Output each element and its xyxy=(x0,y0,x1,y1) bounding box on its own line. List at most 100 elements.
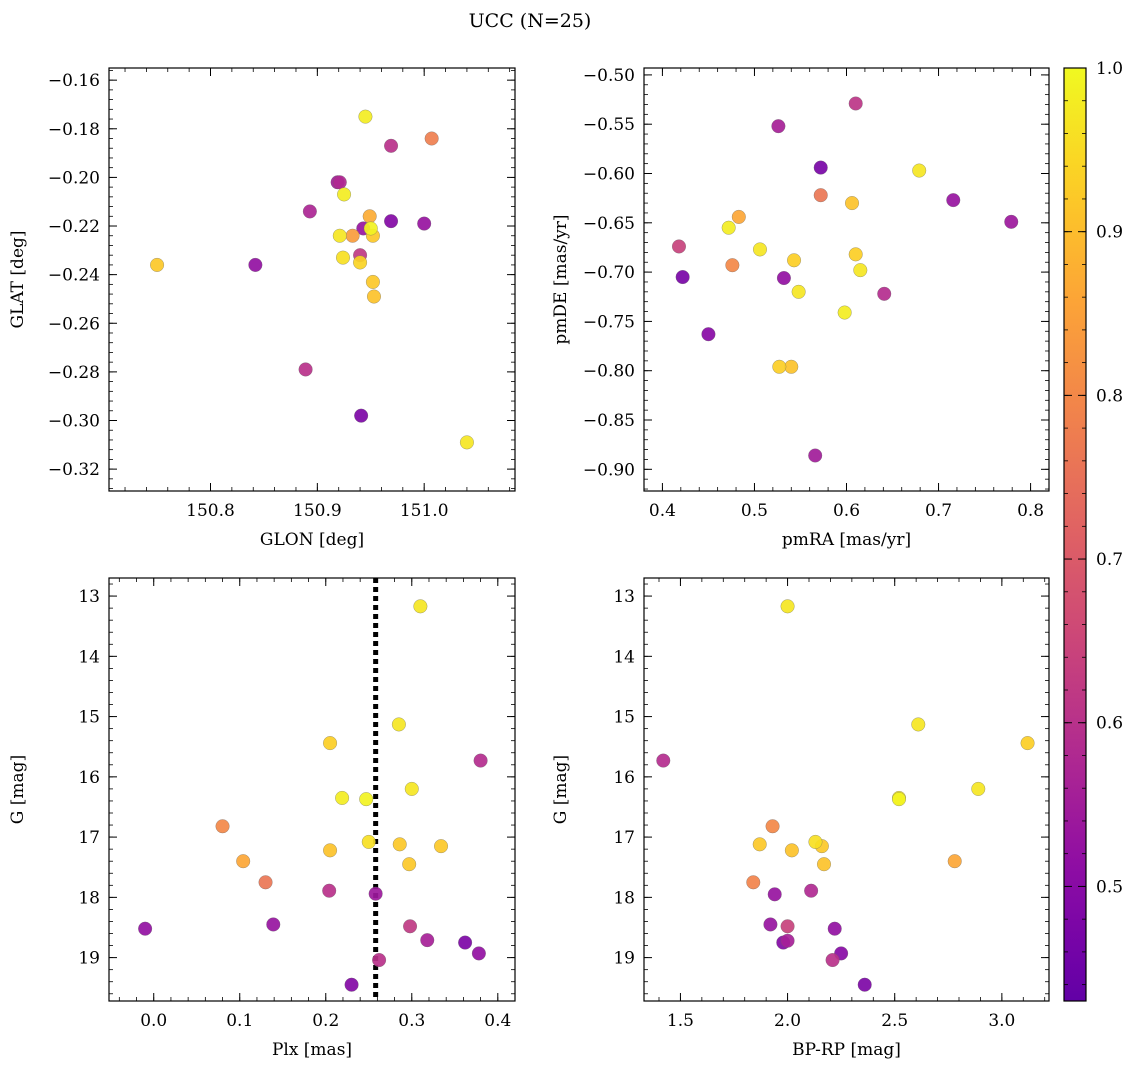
panel-4: 1.5 2.0 2.5 3.0 13 14 15 16 17 18 19 BP-RP [mag] G [… xyxy=(551,577,1050,1060)
scatter-point xyxy=(808,834,823,849)
x-tick-label: 151.0 xyxy=(400,501,449,521)
y-tick-label: 19 xyxy=(78,949,100,969)
scatter-point xyxy=(332,175,347,190)
scatter-point xyxy=(675,269,690,285)
scatter-point xyxy=(458,935,473,950)
colorbar-tick-label: 0.5 xyxy=(1096,877,1123,897)
scatter-point xyxy=(780,933,795,948)
y-tick-label: −0.85 xyxy=(583,411,635,431)
x-tick-label: 0.0 xyxy=(140,1011,167,1031)
scatter-point xyxy=(813,160,828,175)
x-tick-label: 1.5 xyxy=(667,1011,694,1031)
plot-frame xyxy=(108,577,516,1002)
scatter-point xyxy=(236,854,251,869)
scatter-point xyxy=(725,258,740,273)
y-tick-label: −0.50 xyxy=(583,66,635,86)
scatter-point xyxy=(791,284,806,299)
scatter-point xyxy=(848,247,863,262)
y-tick-label: −0.75 xyxy=(583,312,635,332)
scatter-point xyxy=(784,359,799,374)
y-tick-label: 14 xyxy=(78,647,100,667)
colorbar: 0.5 0.6 0.7 0.8 0.9 1.0 xyxy=(1063,59,1123,1002)
y-tick-label: 16 xyxy=(613,768,635,788)
scatter-point xyxy=(404,781,419,796)
scatter-point xyxy=(656,753,671,768)
scatter-point xyxy=(813,188,828,203)
y-tick-label: 15 xyxy=(613,708,635,728)
y-tick-label: 19 xyxy=(613,949,635,969)
y-tick-label: −0.30 xyxy=(48,412,100,432)
y-tick-label: −0.65 xyxy=(583,214,635,234)
points-layer xyxy=(150,109,474,450)
scatter-point xyxy=(384,138,399,153)
scatter-point xyxy=(784,843,799,858)
colorbar-tick-label: 1.0 xyxy=(1096,59,1123,79)
y-axis-label: pmDE [mas/yr] xyxy=(551,214,571,344)
y-tick-label: 17 xyxy=(613,828,635,848)
x-tick-label: 0.4 xyxy=(649,501,676,521)
y-tick-label: −0.26 xyxy=(48,314,100,334)
scatter-point xyxy=(322,883,337,898)
x-tick-label: 3.0 xyxy=(988,1011,1015,1031)
scatter-point xyxy=(258,875,273,890)
scatter-point xyxy=(323,736,338,751)
scatter-point xyxy=(857,977,872,992)
scatter-point xyxy=(825,952,840,968)
x-axis-label: Plx [mas] xyxy=(272,1040,352,1060)
x-tick-label: 0.8 xyxy=(1017,501,1044,521)
points-layer xyxy=(138,578,488,1001)
scatter-point xyxy=(780,919,795,934)
scatter-point xyxy=(150,257,165,272)
scatter-point xyxy=(471,946,486,961)
scatter-point xyxy=(335,250,351,265)
x-tick-label: 0.4 xyxy=(484,1011,511,1031)
y-tick-label: 17 xyxy=(78,828,100,848)
scatter-point xyxy=(335,790,350,805)
points-layer xyxy=(656,599,1035,992)
x-tick-label: 150.8 xyxy=(186,501,235,521)
scatter-point xyxy=(354,408,369,423)
scatter-panels: 150.8 150.9 151.0−0.32−0.30−0.28−0.26−0.24… xyxy=(8,66,1050,1060)
scatter-point xyxy=(337,187,352,202)
panel-2: 0.4 0.5 0.6 0.7 0.8 −0.90 −0.85 −0.80 −0.75 −0.70… xyxy=(551,66,1050,550)
scatter-point xyxy=(771,119,786,134)
scatter-point xyxy=(332,228,347,243)
scatter-point xyxy=(359,792,374,807)
scatter-point xyxy=(215,819,230,834)
y-axis-label: G [mag] xyxy=(8,755,28,824)
y-tick-label: 15 xyxy=(78,708,100,728)
x-axis-label: GLON [deg] xyxy=(260,530,364,550)
scatter-point xyxy=(413,599,428,614)
scatter-point xyxy=(752,242,768,257)
scatter-point xyxy=(765,819,780,834)
scatter-point xyxy=(1004,214,1019,229)
scatter-point xyxy=(701,327,716,342)
scatter-point xyxy=(420,933,435,948)
scatter-point xyxy=(752,837,767,852)
scatter-point xyxy=(746,875,761,890)
scatter-point xyxy=(366,289,382,304)
y-tick-label: −0.22 xyxy=(48,217,100,237)
scatter-point xyxy=(344,977,359,992)
scatter-point xyxy=(353,255,368,270)
y-axis-label: G [mag] xyxy=(551,755,571,824)
x-axis-label: BP-RP [mag] xyxy=(792,1040,901,1060)
colorbar-frame xyxy=(1063,67,1087,1002)
scatter-point xyxy=(731,209,746,224)
y-tick-label: −0.60 xyxy=(583,165,635,185)
colorbar-tick-label: 0.7 xyxy=(1096,550,1123,570)
y-tick-label: 14 xyxy=(613,647,635,667)
scatter-point xyxy=(816,857,832,872)
y-tick-label: −0.24 xyxy=(48,266,100,286)
scatter-point xyxy=(362,209,377,224)
x-tick-label: 150.9 xyxy=(293,501,342,521)
scatter-point xyxy=(912,163,927,178)
scatter-point xyxy=(837,305,852,320)
x-tick-label: 0.2 xyxy=(312,1011,339,1031)
plot-frame xyxy=(108,67,516,492)
scatter-point xyxy=(323,843,338,858)
scatter-point xyxy=(848,96,863,111)
y-tick-label: −0.16 xyxy=(48,71,100,91)
scatter-point xyxy=(391,717,406,732)
